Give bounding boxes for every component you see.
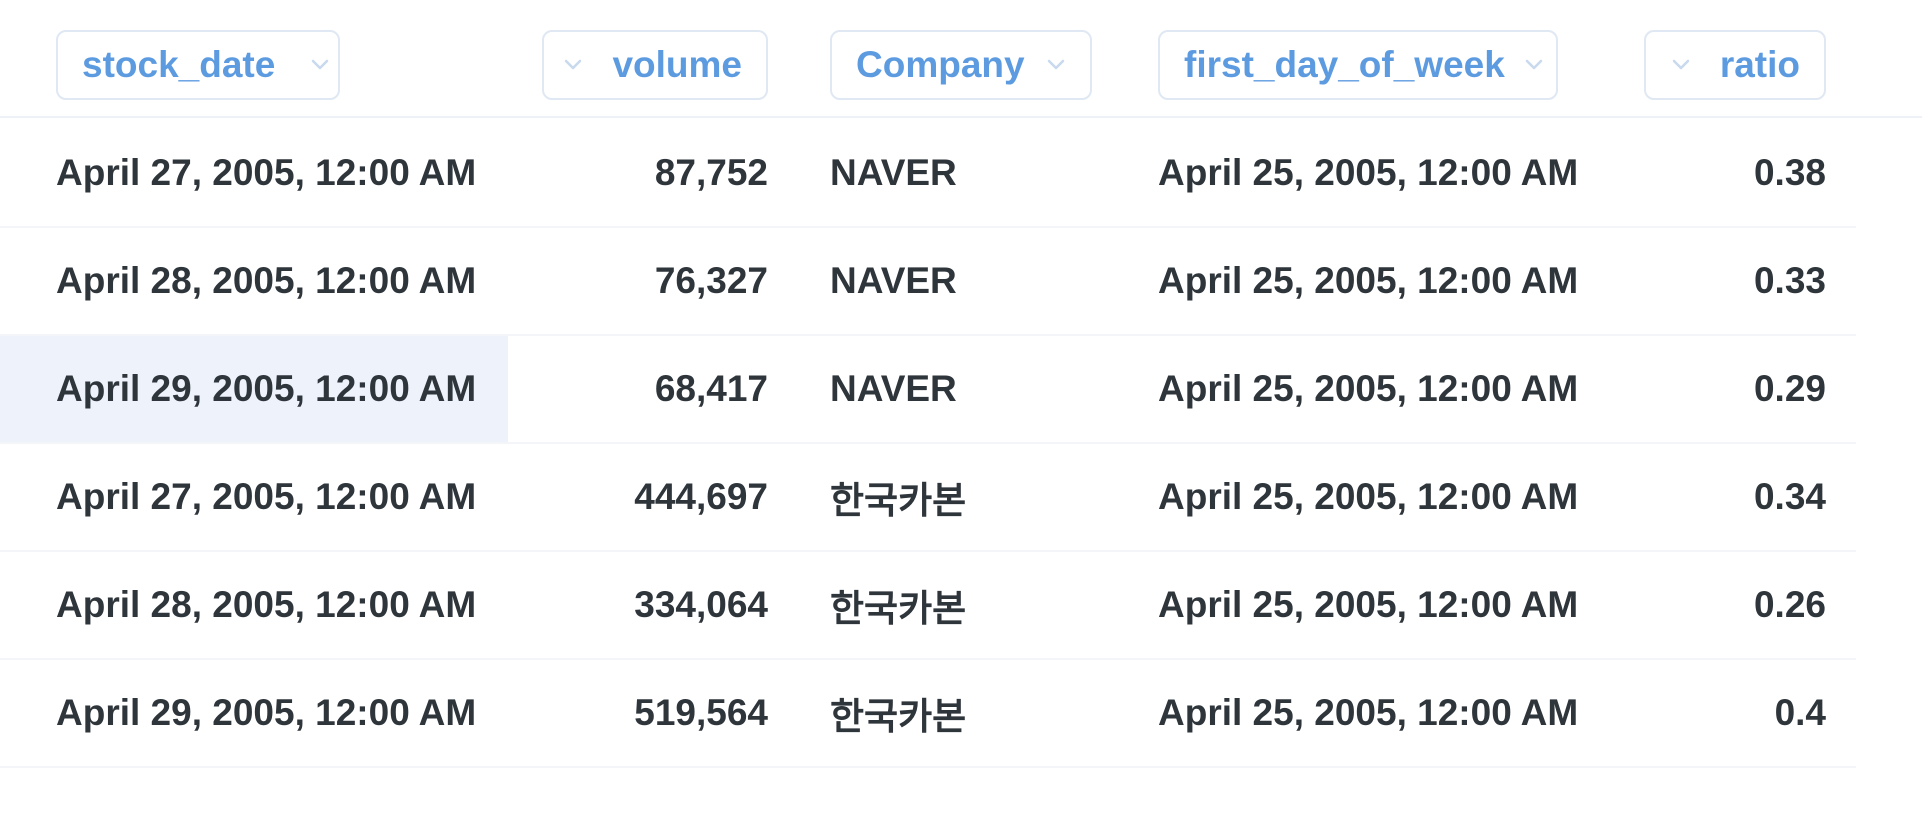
chevron-down-icon[interactable] [1041,50,1071,80]
cell-first-day-of-week[interactable]: April 25, 2005, 12:00 AM [1158,260,1579,301]
cell-company[interactable]: 한국카본 [830,480,967,521]
chevron-down-icon[interactable] [1666,50,1696,80]
chevron-down-icon[interactable] [558,50,588,80]
cell-stock-date[interactable]: April 27, 2005, 12:00 AM [56,476,477,517]
table-row[interactable]: April 29, 2005, 12:00 AM 68,417 NAVER Ap… [0,336,1856,444]
column-header-volume[interactable]: volume [542,30,768,100]
table-row[interactable]: April 28, 2005, 12:00 AM 334,064 한국카본 Ap… [0,552,1856,660]
table-row[interactable]: April 28, 2005, 12:00 AM 76,327 NAVER Ap… [0,228,1856,336]
cell-ratio[interactable]: 0.29 [1753,368,1826,409]
cell-first-day-of-week[interactable]: April 25, 2005, 12:00 AM [1158,368,1579,409]
cell-volume[interactable]: 68,417 [654,368,768,409]
cell-company[interactable]: 한국카본 [830,588,967,629]
cell-ratio[interactable]: 0.34 [1753,476,1826,517]
cell-volume[interactable]: 519,564 [634,692,768,733]
table-row[interactable]: April 27, 2005, 12:00 AM 444,697 한국카본 Ap… [0,444,1856,552]
cell-first-day-of-week[interactable]: April 25, 2005, 12:00 AM [1158,476,1579,517]
cell-first-day-of-week[interactable]: April 25, 2005, 12:00 AM [1158,584,1579,625]
cell-first-day-of-week[interactable]: April 25, 2005, 12:00 AM [1158,152,1579,193]
cell-stock-date[interactable]: April 28, 2005, 12:00 AM [56,584,477,625]
cell-ratio[interactable]: 0.4 [1774,692,1826,733]
column-header-label: Company [856,44,1025,85]
cell-stock-date[interactable]: April 27, 2005, 12:00 AM [56,152,477,193]
column-header-first-day-of-week[interactable]: first_day_of_week [1158,30,1558,100]
table-row[interactable]: April 27, 2005, 12:00 AM 87,752 NAVER Ap… [0,120,1856,228]
cell-volume[interactable]: 444,697 [634,476,768,517]
cell-ratio[interactable]: 0.38 [1753,152,1826,193]
cell-company[interactable]: 한국카본 [830,696,967,737]
cell-first-day-of-week[interactable]: April 25, 2005, 12:00 AM [1158,692,1579,733]
chevron-down-icon[interactable] [305,50,335,80]
cell-stock-date[interactable]: April 28, 2005, 12:00 AM [56,260,477,301]
table-header: stock_date volume Company first_day_of_w… [0,0,1922,118]
cell-volume[interactable]: 334,064 [634,584,768,625]
column-header-ratio[interactable]: ratio [1644,30,1826,100]
cell-company[interactable]: NAVER [830,152,957,193]
cell-volume[interactable]: 87,752 [654,152,768,193]
column-header-stock-date[interactable]: stock_date [56,30,340,100]
chevron-down-icon[interactable] [1519,50,1549,80]
column-header-company[interactable]: Company [830,30,1092,100]
column-header-label: stock_date [82,44,276,85]
cell-ratio[interactable]: 0.33 [1753,260,1826,301]
cell-ratio[interactable]: 0.26 [1753,584,1826,625]
cell-stock-date-hovered[interactable]: April 29, 2005, 12:00 AM [0,336,508,442]
cell-company[interactable]: NAVER [830,368,957,409]
cell-volume[interactable]: 76,327 [654,260,768,301]
column-header-label: ratio [1719,44,1800,85]
table-row[interactable]: April 29, 2005, 12:00 AM 519,564 한국카본 Ap… [0,660,1856,768]
cell-company[interactable]: NAVER [830,260,957,301]
column-header-label: first_day_of_week [1184,44,1505,85]
cell-stock-date[interactable]: April 29, 2005, 12:00 AM [56,692,477,733]
column-header-label: volume [612,44,742,85]
